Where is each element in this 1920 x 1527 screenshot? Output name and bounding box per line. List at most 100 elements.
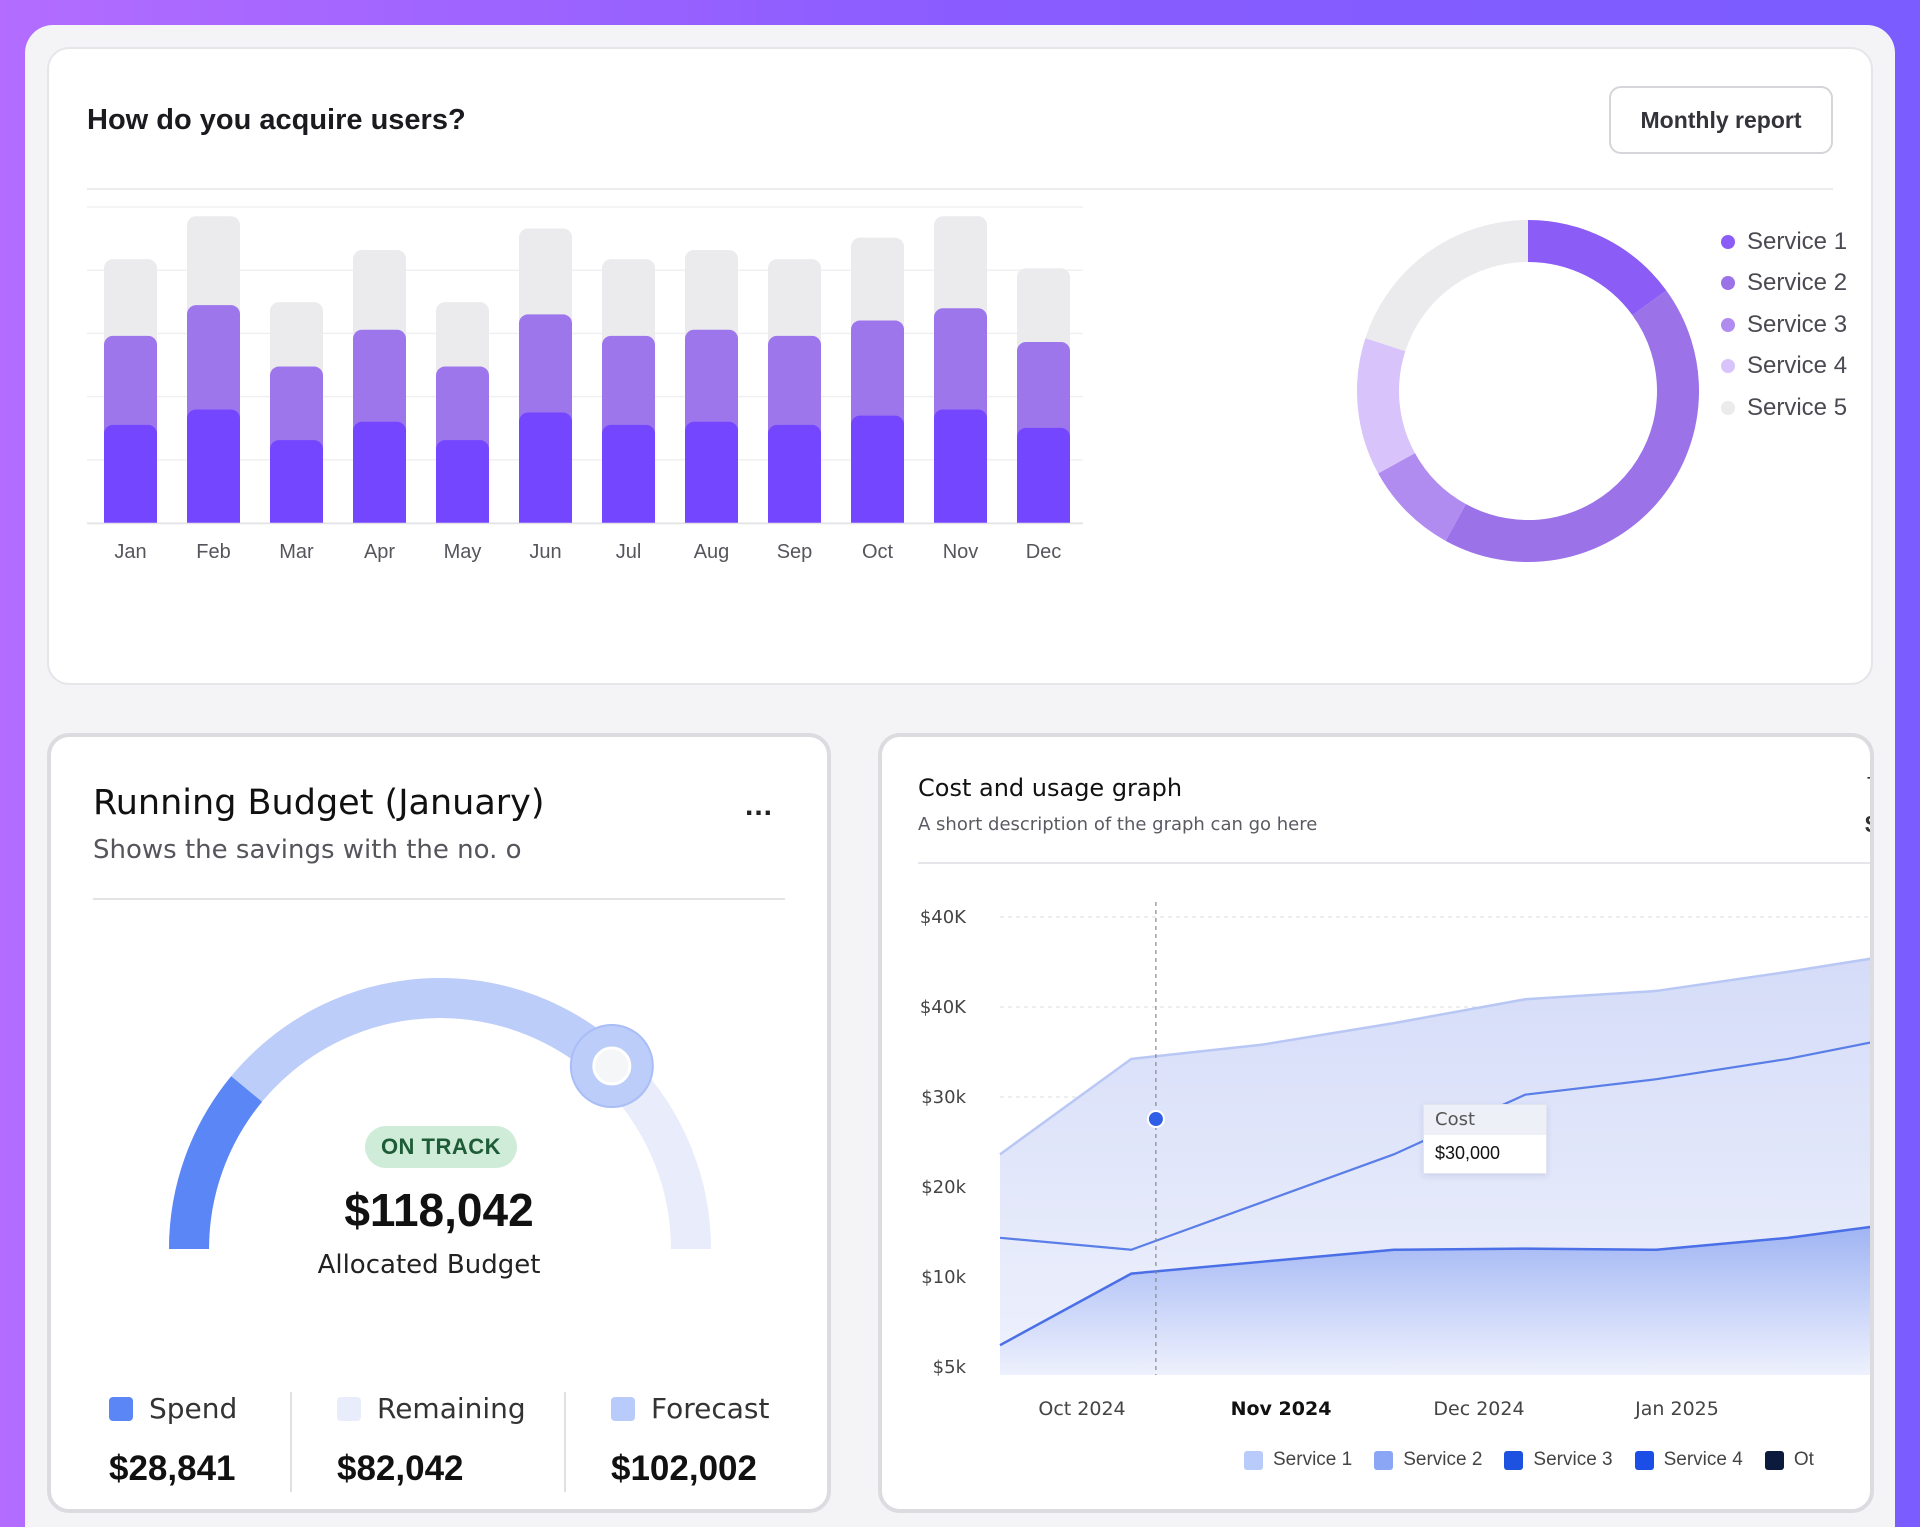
bar-segment-apr-bottom[interactable] — [353, 421, 406, 523]
x-tick-label: Oct — [862, 541, 894, 563]
stat-label: Forecast — [651, 1392, 770, 1425]
bar-segment-oct-bottom[interactable] — [851, 415, 904, 523]
bar-segment-sep-bottom[interactable] — [768, 424, 821, 523]
bar-segment-jul-bottom[interactable] — [602, 424, 655, 523]
budget-gauge — [169, 978, 711, 1250]
donut-slice-service-1[interactable] — [1527, 220, 1667, 316]
legend-swatch-icon — [1634, 1450, 1654, 1470]
stat-label: Spend — [149, 1392, 238, 1425]
series-line-upper[interactable] — [999, 957, 1874, 1156]
cost-title: Cost and usage graph — [918, 774, 1183, 802]
stat-spend: Spend $28,841 — [109, 1392, 237, 1489]
legend-dot-icon — [1721, 276, 1735, 291]
x-tick-label: Feb — [196, 541, 230, 563]
area-lower — [1000, 1226, 1870, 1375]
legend-dot-icon — [1721, 400, 1735, 415]
bar-segment-jun-bottom[interactable] — [519, 412, 572, 523]
acquisition-title: How do you acquire users? — [87, 104, 466, 136]
x-tick-label: Nov — [943, 541, 979, 563]
bar-base — [851, 513, 904, 523]
donut-slice-service-4[interactable] — [1357, 338, 1416, 474]
bar-base — [1017, 513, 1070, 523]
series-line-lower[interactable] — [999, 1225, 1874, 1347]
budget-amount-label: Allocated Budget — [317, 1250, 541, 1280]
clipped-label: T — [1867, 774, 1870, 797]
budget-divider — [93, 898, 785, 900]
x-tick-label: Oct 2024 — [1038, 1398, 1125, 1420]
bar-segment-nov-bottom[interactable] — [934, 409, 987, 523]
bar-segment-mar-bottom[interactable] — [270, 440, 323, 523]
bar-base — [104, 513, 157, 523]
x-tick-label: Sep — [777, 541, 813, 563]
legend-label: Service 2 — [1747, 269, 1848, 297]
stacked-bar-chart: Jan Feb Mar Apr May Jun Jul Aug Sep Oct Nov Dec — [87, 206, 1083, 563]
hover-point[interactable] — [1146, 1110, 1165, 1128]
legend-label: Service 1 — [1747, 227, 1848, 255]
bar-segment-feb-bottom[interactable] — [187, 409, 240, 523]
legend-label: Service 4 — [1747, 352, 1848, 380]
legend-label: Service 3 — [1747, 310, 1848, 338]
legend-swatch-icon — [1504, 1450, 1524, 1470]
stat-forecast: Forecast $102,002 — [611, 1392, 769, 1489]
stat-value: $28,841 — [109, 1449, 236, 1488]
donut-slice-service-3[interactable] — [1378, 452, 1467, 541]
bar-base — [934, 513, 987, 523]
cost-subtitle: A short description of the graph can go … — [918, 814, 1318, 835]
legend-label: Service 4 — [1663, 1449, 1743, 1470]
budget-amount: $118,042 — [344, 1184, 534, 1236]
x-tick-label: Mar — [279, 541, 314, 563]
legend-item[interactable]: Service 2 — [1721, 263, 1847, 305]
acquisition-divider — [87, 188, 1833, 190]
bar-base — [519, 513, 572, 523]
more-options-icon[interactable]: ... — [745, 789, 774, 822]
clipped-value: $ — [1865, 811, 1870, 839]
legend-item[interactable]: Service 4 — [1634, 1449, 1743, 1471]
legend-item[interactable]: Service 3 — [1721, 304, 1847, 346]
bar-base — [602, 513, 655, 523]
legend-label: Service 3 — [1533, 1449, 1613, 1470]
legend-swatch-icon — [1244, 1450, 1263, 1470]
bar-base — [768, 513, 821, 523]
bar-base — [353, 513, 406, 523]
acquisition-card: How do you acquire users? Monthly report… — [47, 47, 1873, 685]
stat-value: $102,002 — [611, 1449, 757, 1488]
bar-base — [270, 513, 323, 523]
legend-swatch-icon — [1764, 1450, 1784, 1470]
donut-legend: Service 1 Service 2 Service 3 Service 4 Serv… — [1721, 221, 1847, 429]
bar-base — [685, 513, 738, 523]
cost-legend: Service 1 Service 2 Service 3 Service 4 Ot — [1244, 1449, 1836, 1471]
running-budget-card: Running Budget (January) Shows the savin… — [47, 733, 831, 1513]
donut-slice-service-5[interactable] — [1365, 220, 1529, 352]
y-tick-label: $30k — [921, 1087, 966, 1108]
legend-label: Ot — [1793, 1449, 1814, 1470]
legend-swatch-icon — [1374, 1450, 1394, 1470]
y-tick-label: $5k — [933, 1357, 967, 1378]
bar-segment-aug-bottom[interactable] — [685, 421, 738, 523]
legend-item[interactable]: Service 3 — [1504, 1449, 1613, 1471]
stat-value: $82,042 — [337, 1449, 464, 1488]
y-tick-label: $20k — [921, 1177, 966, 1198]
legend-item[interactable]: Service 1 — [1721, 221, 1847, 263]
y-tick-label: $40K — [920, 997, 967, 1018]
legend-item[interactable]: Ot — [1764, 1449, 1814, 1471]
legend-item[interactable]: Service 5 — [1721, 387, 1847, 429]
chart-tooltip: Cost $30,000 — [1423, 1104, 1547, 1174]
legend-item[interactable]: Service 2 — [1374, 1449, 1482, 1471]
legend-item[interactable]: Service 4 — [1721, 346, 1847, 388]
bar-segment-jan-bottom[interactable] — [104, 424, 157, 523]
spend-swatch — [109, 1396, 133, 1421]
legend-label: Service 5 — [1747, 393, 1848, 421]
x-tick-label: Jun — [529, 541, 561, 563]
cost-divider — [918, 862, 1870, 864]
monthly-report-button[interactable]: Monthly report — [1609, 86, 1833, 154]
x-tick-label: Aug — [694, 541, 730, 563]
stat-remaining: Remaining $82,042 — [337, 1392, 526, 1489]
donut-slice-service-2[interactable] — [1445, 290, 1699, 562]
y-tick-label: $10k — [921, 1267, 966, 1288]
x-tick-label: Jan 2025 — [1634, 1398, 1719, 1420]
bar-segment-may-bottom[interactable] — [436, 440, 489, 523]
status-badge: ON TRACK — [365, 1126, 517, 1168]
stat-separator — [290, 1392, 292, 1492]
legend-item[interactable]: Service 1 — [1244, 1449, 1352, 1471]
bar-segment-dec-bottom[interactable] — [1017, 427, 1070, 523]
